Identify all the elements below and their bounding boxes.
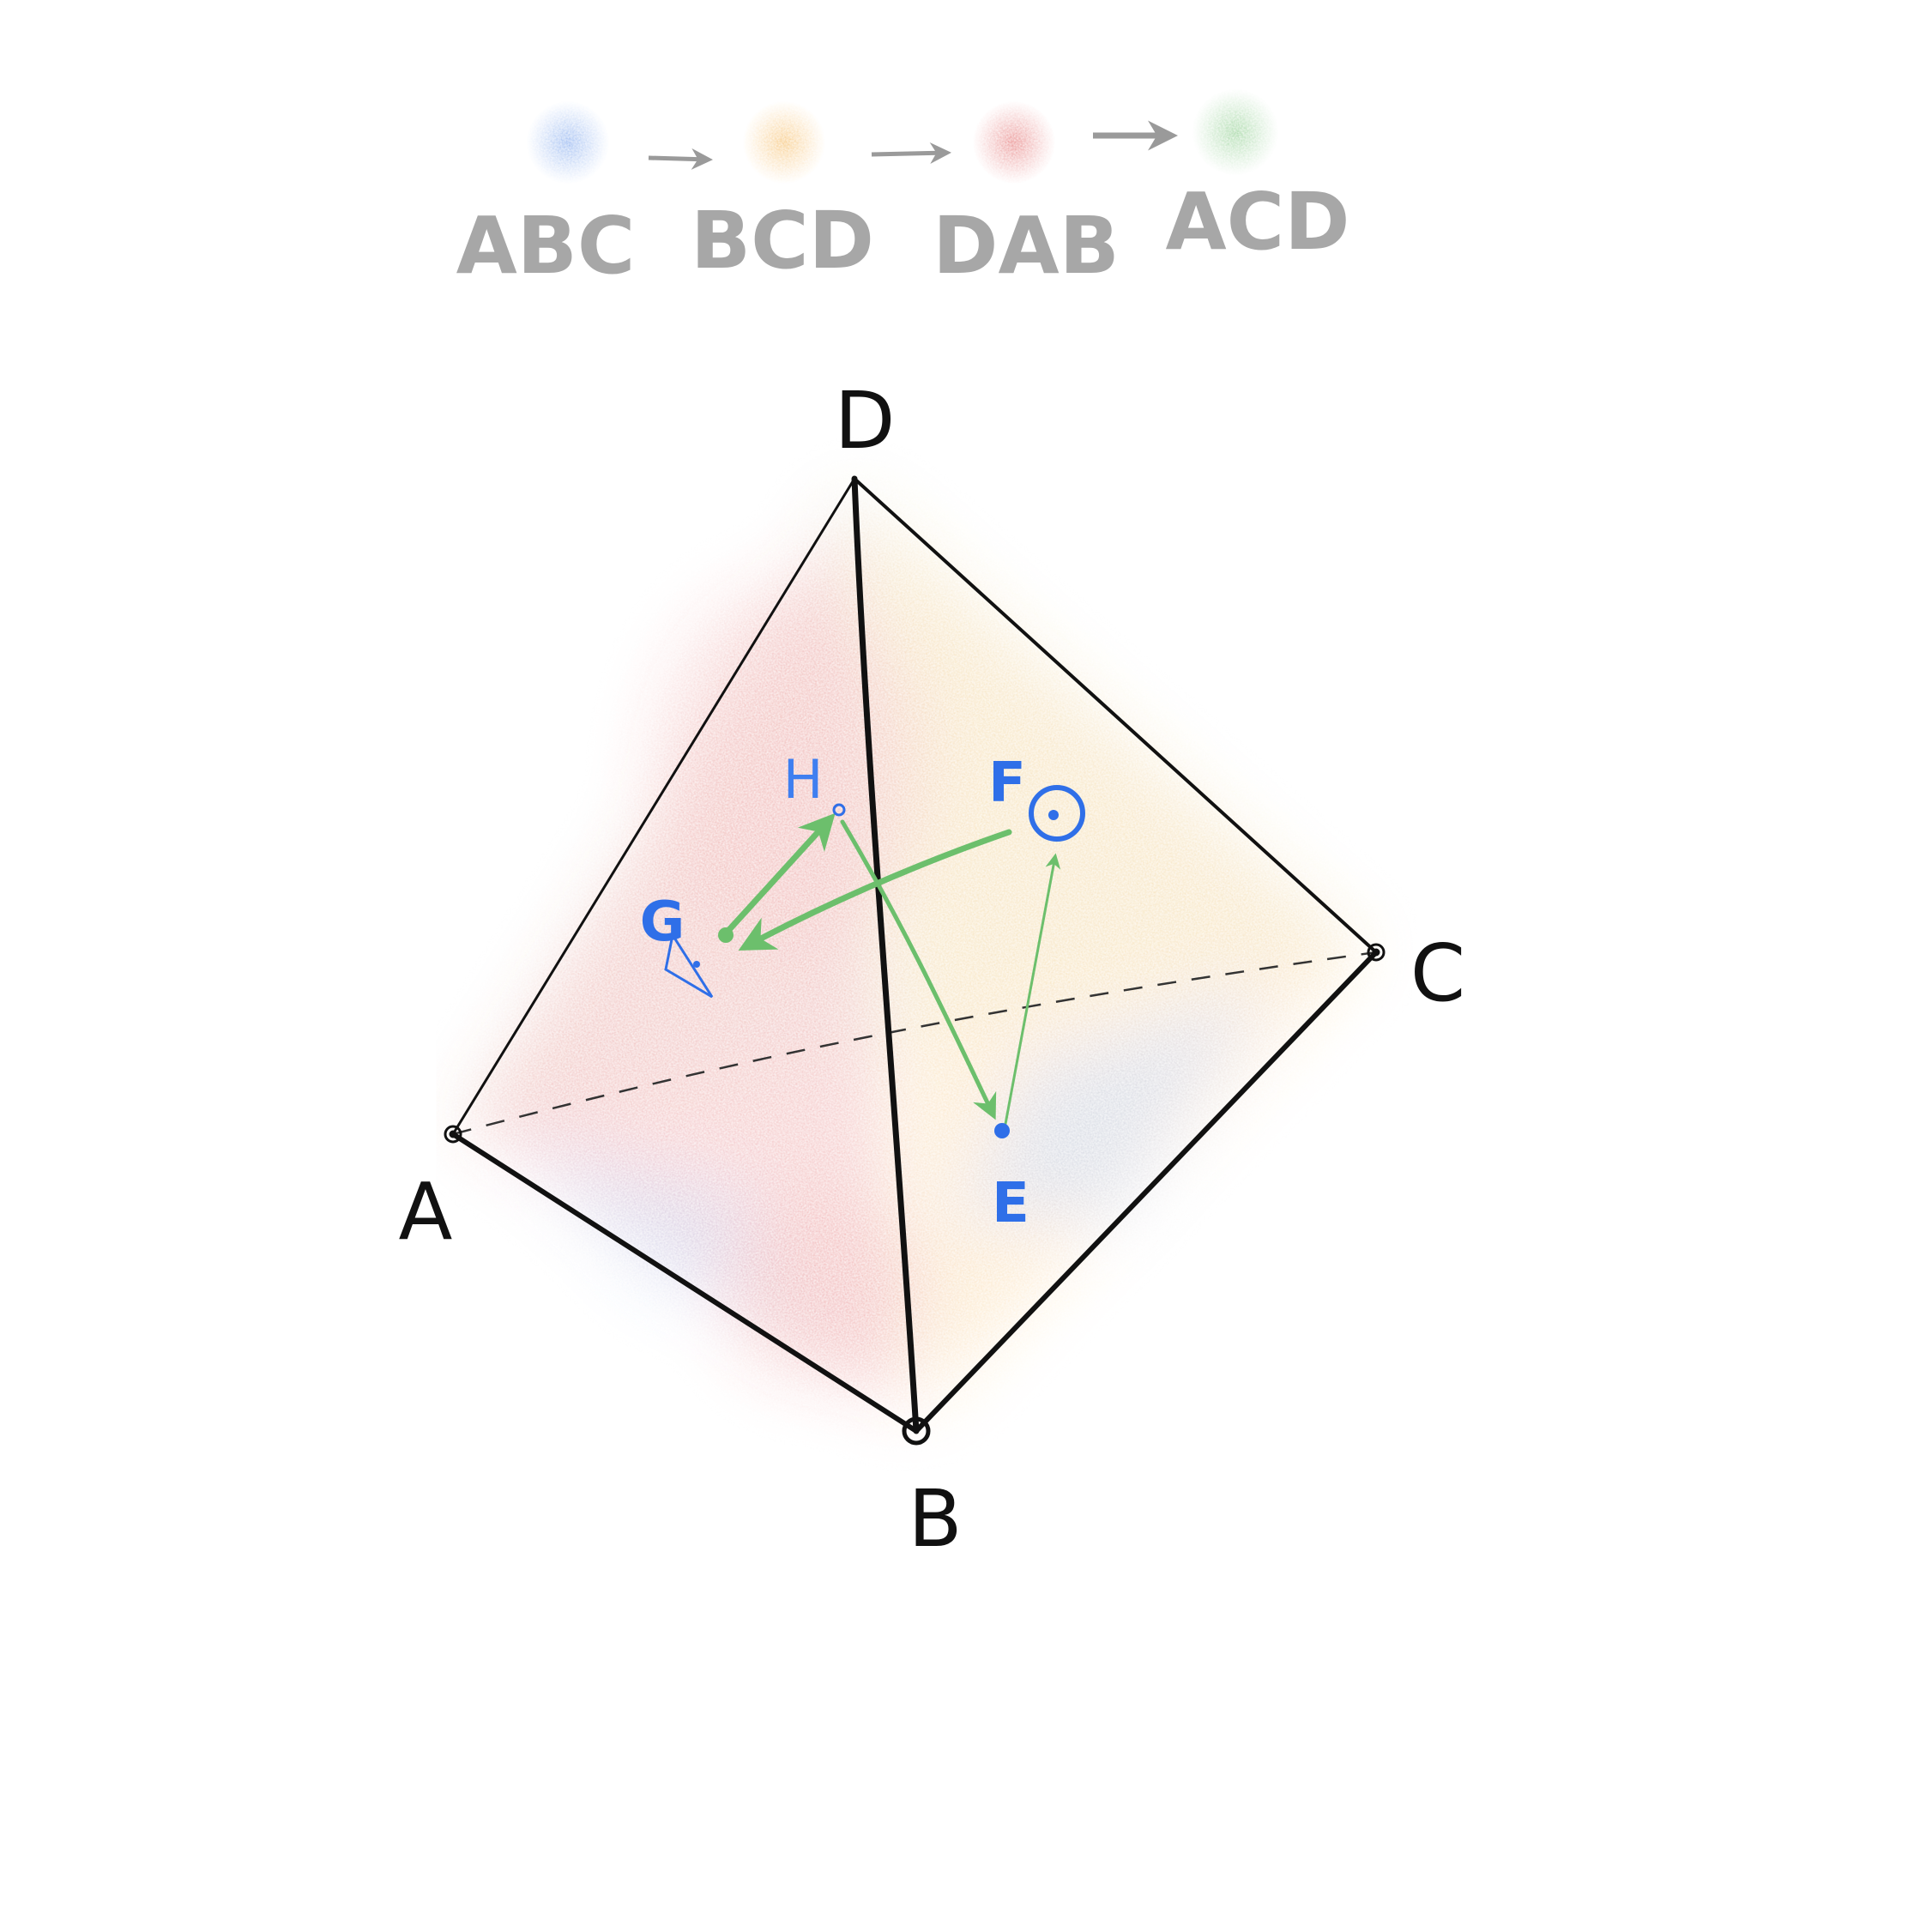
right-arrow-icon [648, 148, 713, 170]
edge-dc [853, 477, 1378, 954]
acd-color-swatch [1192, 89, 1278, 175]
legend: ABC BCD DAB ACD [456, 89, 1350, 292]
legend-item-acd: ACD [1165, 89, 1350, 268]
vertex-label-b: B [908, 1473, 962, 1565]
vertex-label-c: C [1410, 927, 1465, 1019]
abc-color-swatch [527, 101, 609, 184]
legend-label-dab: DAB [933, 200, 1120, 292]
point-f: F [988, 752, 1085, 842]
point-label-h: H [783, 748, 824, 811]
legend-label-bcd: BCD [691, 195, 874, 287]
right-arrow-icon [871, 142, 951, 164]
legend-item-dab: DAB [933, 101, 1120, 292]
legend-label-acd: ACD [1165, 176, 1349, 268]
tetrahedron-edges [450, 475, 1379, 1434]
vertex-label-d: D [835, 375, 896, 467]
face-dab-wash-lower [721, 1192, 927, 1381]
filled-dot-icon [994, 1123, 1010, 1138]
arrow-g-to-h [722, 812, 836, 937]
face-abc-wash-right [961, 987, 1270, 1218]
edge-ab [450, 1132, 919, 1434]
legend-item-bcd: BCD [691, 101, 874, 287]
vertex-c-dot [1372, 948, 1380, 957]
vertex-b-marker [902, 1416, 931, 1446]
small-circle-icon [832, 803, 846, 817]
point-label-g: G [640, 891, 685, 954]
face-dab-wash-upper [652, 583, 927, 961]
face-color-wash [446, 480, 1376, 1416]
point-label-f: F [988, 752, 1026, 815]
circled-dot-icon [1029, 785, 1085, 842]
edge-db [851, 475, 920, 1434]
dab-color-swatch [973, 101, 1055, 184]
g-start-dot [718, 927, 734, 943]
bcd-color-swatch [743, 101, 825, 184]
vertex-label-a: A [399, 1166, 453, 1258]
point-g: G [640, 891, 714, 999]
legend-label-abc: ABC [456, 200, 636, 292]
edge-bc [914, 950, 1379, 1434]
arrow-e-to-f [1004, 853, 1061, 1126]
edge-ad [451, 477, 856, 1136]
point-h: H [783, 748, 846, 817]
vertex-a-marker [444, 1125, 462, 1144]
triangle-dot-icon [664, 932, 714, 999]
point-label-e: E [992, 1172, 1029, 1235]
path-arrows [718, 812, 1061, 1126]
vertex-a-dot [449, 1130, 457, 1138]
arrow-h-to-e [840, 819, 997, 1120]
arrow-f-to-g [738, 829, 1012, 951]
vertex-c-marker [1367, 943, 1386, 962]
vertex-markers [444, 943, 1386, 1446]
face-bcd-wash [866, 506, 1364, 1416]
legend-item-abc: ABC [456, 101, 636, 292]
point-e: E [992, 1123, 1029, 1235]
edge-ac-hidden [452, 951, 1377, 1136]
